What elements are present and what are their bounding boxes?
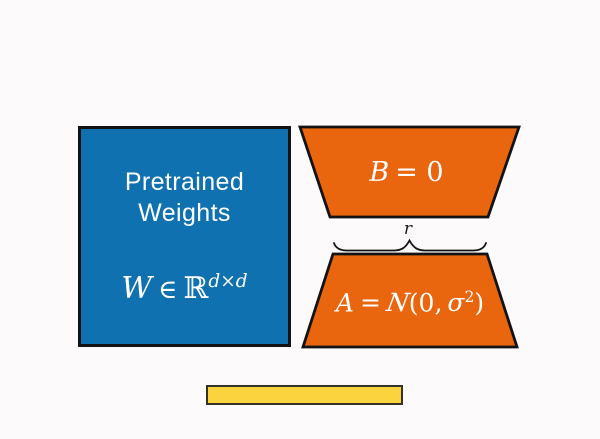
formula-w: W: [121, 271, 153, 306]
sigma-squared-superscript: 2: [464, 288, 475, 306]
element-of-symbol: ∈: [158, 275, 178, 305]
pretrained-label-line1: Pretrained: [124, 168, 245, 196]
formula-a: A: [335, 288, 354, 318]
pretrained-weights-block: Pretrained Weights W ∈ ℝd×d: [78, 126, 291, 347]
matrix-a-shape: [301, 252, 519, 349]
rank-brace: [333, 238, 487, 252]
sigma-symbol: σ: [447, 288, 465, 318]
matrix-b-trapezoid: [298, 125, 521, 219]
weight-matrix-formula: W ∈ ℝd×d: [81, 263, 288, 309]
input-vector-bar: [206, 385, 403, 405]
matrix-a-trapezoid: [301, 252, 519, 349]
pretrained-label-line2: Weights: [138, 199, 231, 227]
matrix-a-formula: A = N(0, σ2): [299, 288, 521, 317]
dimension-superscript: d×d: [208, 271, 248, 292]
matrix-b-formula: B = 0: [296, 157, 523, 188]
formula-b-value: = 0: [395, 157, 444, 188]
formula-a-args-close: ): [474, 288, 485, 318]
pretrained-weights-label: Pretrained Weights: [81, 167, 288, 229]
formula-b: B: [369, 157, 390, 188]
real-numbers-symbol: ℝ: [183, 271, 209, 306]
brace-icon: [333, 238, 487, 252]
normal-distribution-symbol: N: [384, 288, 412, 318]
equals-sign: =: [359, 288, 381, 318]
formula-a-args-open: (0,: [408, 288, 443, 318]
rank-label: r: [403, 219, 413, 239]
matrix-b-shape: [298, 125, 521, 219]
